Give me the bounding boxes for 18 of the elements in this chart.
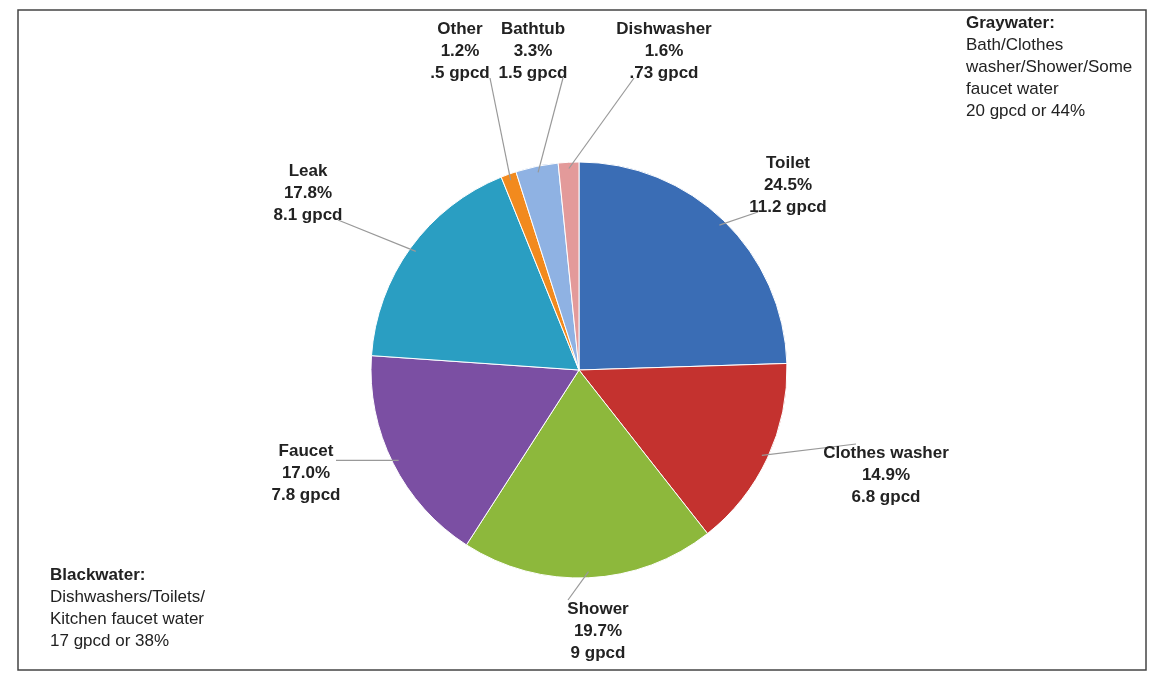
slice-label: Bathtub bbox=[500, 19, 566, 38]
slice-label: Dishwasher bbox=[616, 19, 713, 38]
slice-label: Other bbox=[437, 19, 484, 38]
text: Graywater: Bath/Clothes washer/Shower/Some faucet water 20 gpcd or 44% bbox=[965, 13, 1133, 120]
slice-label: Leak bbox=[288, 161, 328, 180]
data-label: 1.6% .73 gpcd bbox=[629, 41, 699, 82]
data-label: 17.8% 8.1 gpcd bbox=[273, 183, 343, 224]
data-label: 17.0% 7.8 gpcd bbox=[271, 463, 341, 504]
data-label: 24.5% 11.2 gpcd bbox=[749, 175, 827, 216]
data-label: 14.9% 6.8 gpcd bbox=[851, 465, 921, 506]
slice-label: Toilet bbox=[765, 153, 811, 172]
text: Blackwater: Dishwashers/Toilets/ Kitchen faucet water 17 gpcd or 38% bbox=[50, 565, 206, 650]
data-label: 1.2% .5 gpcd bbox=[430, 41, 490, 82]
slice-label: Faucet bbox=[278, 441, 334, 460]
slice-label: Shower bbox=[567, 599, 630, 618]
slice-label: Clothes washer bbox=[823, 443, 950, 462]
data-label: 19.7% 9 gpcd bbox=[570, 621, 626, 662]
data-label: 3.3% 1.5 gpcd bbox=[498, 41, 568, 82]
